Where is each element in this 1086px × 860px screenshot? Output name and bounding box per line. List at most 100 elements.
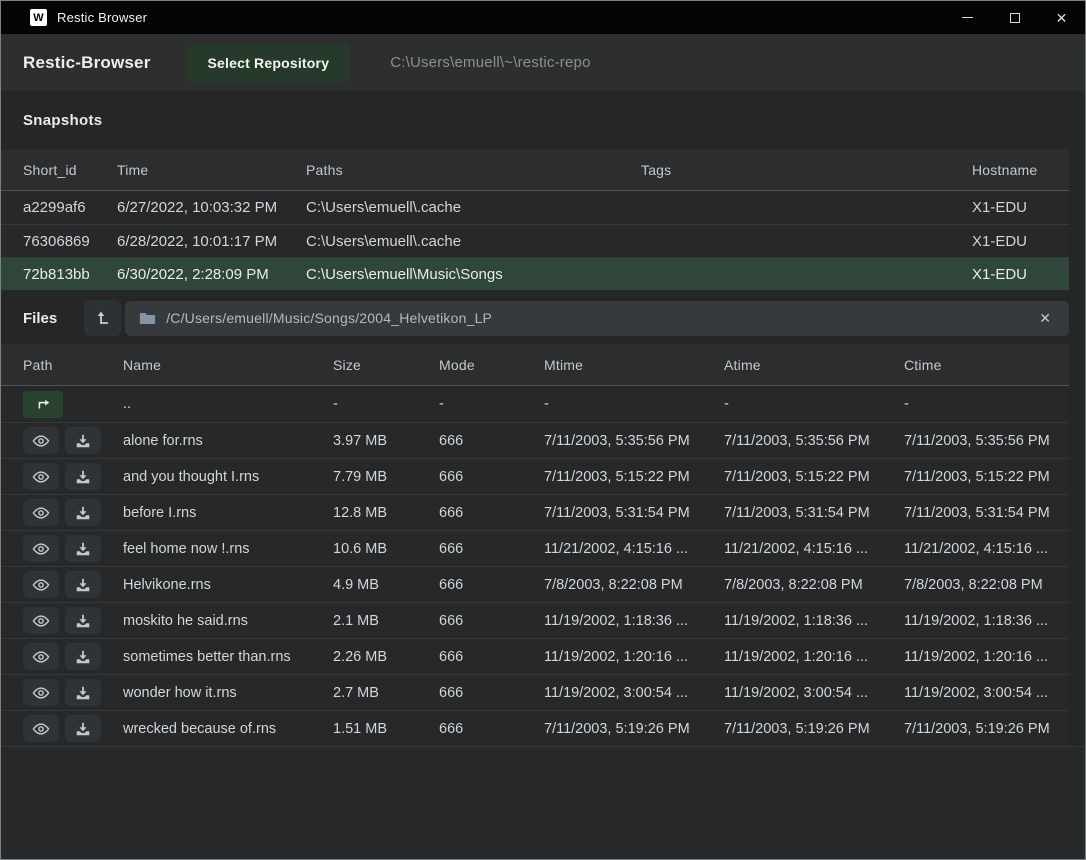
download-button[interactable] — [65, 463, 101, 490]
file-mtime: 7/11/2003, 5:31:54 PM — [544, 505, 724, 521]
col-name: Name — [123, 357, 333, 373]
eye-icon — [32, 649, 50, 665]
titlebar: W Restic Browser ✕ — [1, 1, 1085, 34]
preview-button[interactable] — [23, 535, 59, 562]
file-size: 2.1 MB — [333, 613, 439, 629]
snapshots-table-header: Short_id Time Paths Tags Hostname — [1, 149, 1069, 191]
col-time: Time — [117, 162, 306, 178]
file-atime: 7/11/2003, 5:35:56 PM — [724, 433, 904, 449]
file-path-cell — [23, 679, 123, 706]
file-row: and you thought I.rns7.79 MB6667/11/2003… — [1, 458, 1069, 494]
snapshot-hostname: X1-EDU — [972, 233, 1069, 250]
col-paths: Paths — [306, 162, 641, 178]
preview-button[interactable] — [23, 499, 59, 526]
select-repository-button[interactable]: Select Repository — [187, 44, 351, 82]
file-atime: 7/8/2003, 8:22:08 PM — [724, 577, 904, 593]
file-ctime: 11/19/2002, 1:20:16 ... — [904, 649, 1069, 665]
app-header: Restic-Browser Select Repository C:\User… — [1, 34, 1085, 91]
file-path-cell — [23, 391, 123, 418]
preview-button[interactable] — [23, 607, 59, 634]
file-atime: 11/19/2002, 1:20:16 ... — [724, 649, 904, 665]
file-path-cell — [23, 715, 123, 742]
file-name: moskito he said.rns — [123, 613, 333, 629]
file-path-cell — [23, 463, 123, 490]
preview-button[interactable] — [23, 715, 59, 742]
download-button[interactable] — [65, 607, 101, 634]
file-path-cell — [23, 643, 123, 670]
empty-area — [1, 747, 1085, 859]
file-size: - — [333, 396, 439, 412]
maximize-button[interactable] — [991, 1, 1038, 34]
download-button[interactable] — [65, 535, 101, 562]
preview-button[interactable] — [23, 463, 59, 490]
close-icon: ✕ — [1056, 11, 1068, 25]
snapshot-row[interactable]: 763068696/28/2022, 10:01:17 PMC:\Users\e… — [1, 224, 1069, 257]
eye-icon — [32, 541, 50, 557]
file-ctime: 7/11/2003, 5:35:56 PM — [904, 433, 1069, 449]
snapshot-short-id: 76306869 — [23, 233, 117, 250]
file-atime: 7/11/2003, 5:31:54 PM — [724, 505, 904, 521]
file-mtime: 7/8/2003, 8:22:08 PM — [544, 577, 724, 593]
eye-icon — [32, 721, 50, 737]
download-icon — [74, 577, 92, 593]
snapshot-paths: C:\Users\emuell\Music\Songs — [306, 266, 641, 283]
file-ctime: 11/21/2002, 4:15:16 ... — [904, 541, 1069, 557]
preview-button[interactable] — [23, 679, 59, 706]
snapshot-paths: C:\Users\emuell\.cache — [306, 199, 641, 216]
col-atime: Atime — [724, 357, 904, 373]
snapshot-short-id: a2299af6 — [23, 199, 117, 216]
parent-dir-row: ..----- — [1, 386, 1069, 422]
file-name: wrecked because of.rns — [123, 721, 333, 737]
file-mode: 666 — [439, 613, 544, 629]
file-size: 3.97 MB — [333, 433, 439, 449]
download-button[interactable] — [65, 499, 101, 526]
snapshot-row[interactable]: 72b813bb6/30/2022, 2:28:09 PMC:\Users\em… — [1, 257, 1069, 290]
file-ctime: 7/11/2003, 5:19:26 PM — [904, 721, 1069, 737]
files-table-body: ..-----alone for.rns3.97 MB6667/11/2003,… — [1, 386, 1085, 747]
download-button[interactable] — [65, 571, 101, 598]
snapshot-hostname: X1-EDU — [972, 266, 1069, 283]
preview-button[interactable] — [23, 571, 59, 598]
download-icon — [74, 649, 92, 665]
download-button[interactable] — [65, 427, 101, 454]
file-mode: 666 — [439, 433, 544, 449]
file-row: wonder how it.rns2.7 MB66611/19/2002, 3:… — [1, 674, 1069, 710]
eye-icon — [32, 685, 50, 701]
file-mtime: 11/19/2002, 1:20:16 ... — [544, 649, 724, 665]
minimize-button[interactable] — [944, 1, 991, 34]
file-ctime: 11/19/2002, 1:18:36 ... — [904, 613, 1069, 629]
file-ctime: 11/19/2002, 3:00:54 ... — [904, 685, 1069, 701]
preview-button[interactable] — [23, 643, 59, 670]
snapshot-time: 6/30/2022, 2:28:09 PM — [117, 266, 306, 283]
close-button[interactable]: ✕ — [1038, 1, 1085, 34]
file-atime: 7/11/2003, 5:19:26 PM — [724, 721, 904, 737]
file-row: moskito he said.rns2.1 MB666 11/19/2002, … — [1, 602, 1069, 638]
file-path-cell — [23, 499, 123, 526]
col-ctime: Ctime — [904, 357, 1069, 373]
file-path-cell — [23, 427, 123, 454]
up-right-arrow-icon — [34, 396, 52, 412]
files-table-header: Path Name Size Mode Mtime Atime Ctime — [1, 344, 1069, 386]
file-mode: - — [439, 396, 544, 412]
file-ctime: 7/11/2003, 5:31:54 PM — [904, 505, 1069, 521]
download-button[interactable] — [65, 715, 101, 742]
snapshot-row[interactable]: a2299af66/27/2022, 10:03:32 PMC:\Users\e… — [1, 191, 1069, 224]
download-button[interactable] — [65, 643, 101, 670]
download-icon — [74, 469, 92, 485]
file-mtime: 11/19/2002, 3:00:54 ... — [544, 685, 724, 701]
file-size: 4.9 MB — [333, 577, 439, 593]
preview-button[interactable] — [23, 427, 59, 454]
download-button[interactable] — [65, 679, 101, 706]
file-row: wrecked because of.rns1.51 MB6667/11/200… — [1, 710, 1069, 746]
goto-root-button[interactable] — [84, 300, 121, 336]
snapshot-hostname: X1-EDU — [972, 199, 1069, 216]
col-mtime: Mtime — [544, 357, 724, 373]
file-atime: 11/19/2002, 3:00:54 ... — [724, 685, 904, 701]
file-mode: 666 — [439, 577, 544, 593]
download-icon — [74, 685, 92, 701]
snapshots-table-body: a2299af66/27/2022, 10:03:32 PMC:\Users\e… — [1, 191, 1085, 290]
clear-path-button[interactable]: ✕ — [1033, 306, 1057, 331]
repository-path: C:\Users\emuell\~\restic-repo — [390, 54, 590, 71]
parent-dir-button[interactable] — [23, 391, 63, 418]
file-size: 7.79 MB — [333, 469, 439, 485]
